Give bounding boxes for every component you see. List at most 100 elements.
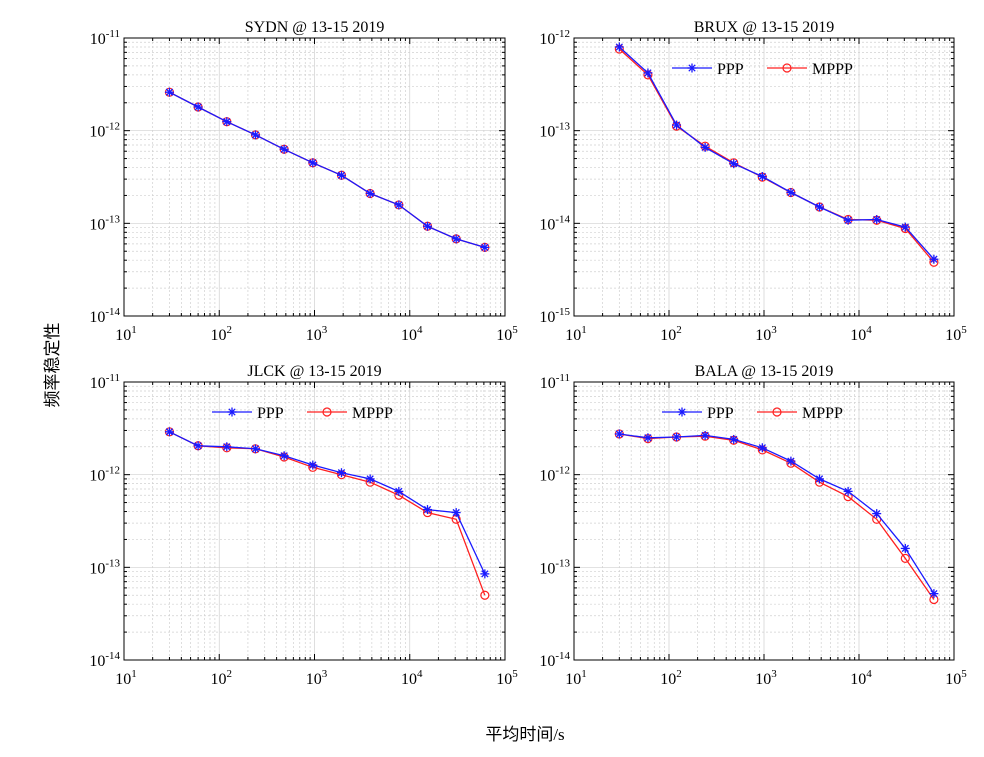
figure-ylabel: 频率稳定性 [43, 323, 62, 408]
axes-frame [573, 381, 955, 661]
data-point-ppp [222, 442, 232, 452]
data-point-ppp [815, 202, 825, 212]
legend-marker-mppp [322, 407, 332, 417]
data-point-ppp [365, 188, 375, 198]
legend-marker-ppp [227, 407, 237, 417]
y-tick-label: 10-11 [540, 372, 570, 392]
data-point-ppp [900, 222, 910, 232]
x-tick-label: 101 [115, 668, 137, 688]
data-point-ppp [423, 221, 433, 231]
data-point-ppp [193, 441, 203, 451]
chart-title: BRUX @ 13-15 2019 [694, 19, 835, 36]
chart-panel-1: 101 102 103 104 105 10-14 10-13 10-12 10-11 SYDN … [89, 19, 518, 344]
data-point-ppp [929, 254, 939, 264]
data-point-ppp [193, 102, 203, 112]
figure-xlabel: 平均时间/s [485, 725, 564, 744]
data-point-ppp [365, 474, 375, 484]
legend: PPP MPPP [212, 405, 393, 422]
data-point-ppp [394, 200, 404, 210]
chart-title: BALA @ 13-15 2019 [695, 363, 834, 380]
x-tick-label: 105 [496, 324, 518, 344]
y-tick-label: 10-13 [89, 213, 120, 233]
data-point-ppp [757, 172, 767, 182]
data-point-mppp [480, 590, 490, 600]
x-tick-label: 101 [565, 324, 587, 344]
data-point-ppp [700, 430, 710, 440]
data-point-ppp [279, 144, 289, 154]
data-point-ppp [729, 159, 739, 169]
y-tick-label: 10-14 [539, 650, 570, 670]
legend-label-ppp: PPP [717, 61, 744, 78]
x-tick-label: 102 [660, 324, 682, 344]
legend: PPP MPPP [662, 405, 843, 422]
axes-frame [573, 37, 955, 317]
data-point-ppp [423, 505, 433, 515]
data-point-ppp [900, 543, 910, 553]
legend-marker-mppp [772, 407, 782, 417]
series-line-ppp [619, 433, 935, 595]
y-tick-label: 10-11 [90, 372, 120, 392]
axes-frame [123, 381, 506, 661]
data-point-ppp [929, 589, 939, 599]
data-point-ppp [308, 460, 318, 470]
data-point-ppp [480, 569, 490, 579]
x-tick-label: 102 [211, 668, 233, 688]
data-point-ppp [614, 429, 624, 439]
y-tick-label: 10-12 [89, 121, 120, 141]
chart-panel-4: 101 102 103 104 105 10-14 10-13 10-12 10-11 BALA … [539, 363, 967, 688]
legend-label-mppp: MPPP [802, 405, 843, 422]
legend-marker-mppp [782, 63, 792, 73]
x-tick-label: 104 [401, 324, 423, 344]
y-tick-label: 10-14 [89, 306, 120, 326]
x-tick-label: 103 [755, 324, 777, 344]
data-point-ppp [614, 42, 624, 52]
x-tick-label: 103 [306, 668, 328, 688]
y-tick-label: 10-14 [539, 213, 570, 233]
chart-panel-3: 101 102 103 104 105 10-14 10-13 10-12 10-11 JLCK … [89, 363, 518, 688]
data-point-ppp [164, 427, 174, 437]
series-line-ppp [169, 91, 485, 249]
data-point-ppp [164, 87, 174, 97]
data-point-ppp [336, 468, 346, 478]
series-line-ppp [618, 46, 935, 260]
data-point-ppp [872, 214, 882, 224]
y-tick-label: 10-14 [89, 650, 120, 670]
x-tick-label: 105 [496, 668, 518, 688]
legend-label-ppp: PPP [257, 405, 284, 422]
data-point-ppp [643, 68, 653, 78]
data-point-ppp [451, 234, 461, 244]
legend-label-mppp: MPPP [812, 61, 853, 78]
data-point-ppp [872, 509, 882, 519]
data-point-ppp [815, 474, 825, 484]
x-tick-label: 103 [306, 324, 328, 344]
data-point-ppp [786, 188, 796, 198]
x-tick-label: 102 [660, 668, 682, 688]
data-point-ppp [672, 432, 682, 442]
x-tick-label: 105 [945, 324, 967, 344]
x-tick-label: 104 [401, 668, 423, 688]
chart-title: SYDN @ 13-15 2019 [245, 19, 385, 36]
data-point-ppp [480, 242, 490, 252]
data-point-ppp [250, 444, 260, 454]
data-point-mppp [900, 553, 910, 563]
legend-label-ppp: PPP [707, 405, 734, 422]
y-tick-label: 10-12 [89, 465, 120, 485]
x-tick-label: 102 [211, 324, 233, 344]
x-tick-label: 101 [115, 324, 137, 344]
legend: PPP MPPP [672, 61, 853, 78]
data-point-ppp [672, 120, 682, 130]
y-tick-label: 10-13 [89, 557, 120, 577]
data-point-ppp [729, 434, 739, 444]
x-tick-label: 104 [850, 324, 872, 344]
data-point-ppp [308, 158, 318, 168]
legend-label-mppp: MPPP [352, 405, 393, 422]
y-tick-label: 10-12 [539, 28, 570, 48]
data-point-ppp [279, 451, 289, 461]
x-tick-label: 104 [850, 668, 872, 688]
y-tick-label: 10-13 [539, 557, 570, 577]
data-point-ppp [843, 486, 853, 496]
x-tick-label: 103 [755, 668, 777, 688]
chart-panel-2: 101 102 103 104 105 10-15 10-14 10-13 10-12 BRUX … [539, 19, 967, 344]
axes-frame [123, 37, 506, 317]
